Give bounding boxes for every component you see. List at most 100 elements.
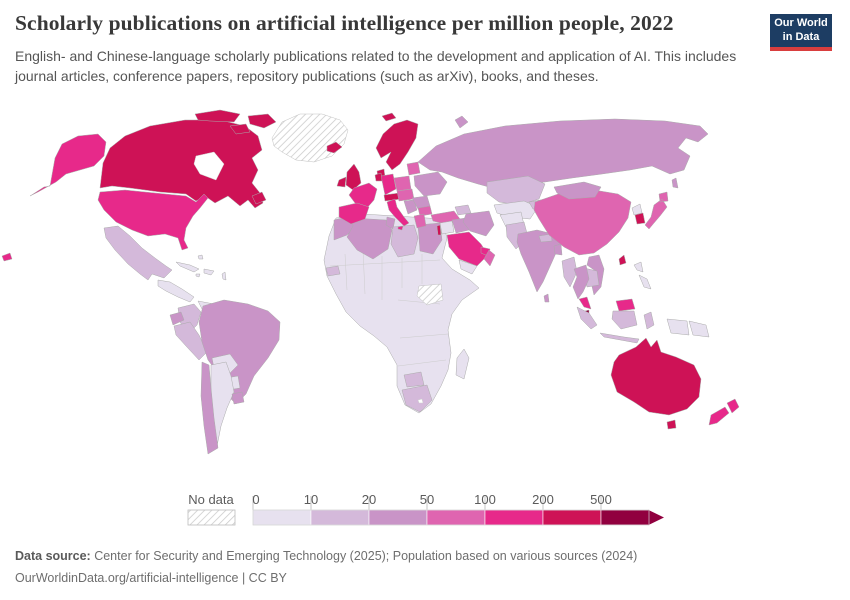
country-iceland[interactable] bbox=[326, 141, 343, 154]
legend-tick-label-10: 10 bbox=[304, 492, 318, 507]
legend-band-20-50[interactable] bbox=[368, 509, 428, 526]
country-saudi-arabia[interactable] bbox=[446, 231, 489, 267]
region-caucasus[interactable] bbox=[454, 204, 472, 216]
region-iberia[interactable] bbox=[338, 202, 370, 225]
country-egypt[interactable] bbox=[417, 222, 443, 255]
region-africa[interactable] bbox=[323, 213, 480, 414]
country-peru[interactable] bbox=[173, 321, 208, 361]
legend-no-data-swatch[interactable] bbox=[187, 509, 236, 526]
region-scandinavia[interactable] bbox=[375, 119, 419, 171]
country-germany[interactable] bbox=[380, 173, 397, 196]
country-canada-arctic-islands[interactable] bbox=[194, 109, 277, 135]
legend-bar-outline bbox=[252, 509, 650, 526]
map-legend: No data 0 10 20 50 100 200 500 bbox=[187, 492, 664, 526]
country-uruguay[interactable] bbox=[231, 391, 245, 405]
owid-logo[interactable]: Our World in Data bbox=[770, 14, 832, 51]
legend-band-10-20[interactable] bbox=[310, 509, 370, 526]
region-baltics[interactable] bbox=[406, 161, 421, 176]
country-taiwan[interactable] bbox=[618, 254, 627, 266]
legend-tick-label-50: 50 bbox=[420, 492, 434, 507]
region-ukraine-belarus[interactable] bbox=[413, 171, 448, 197]
country-russia-islands[interactable] bbox=[454, 115, 679, 189]
country-iran[interactable] bbox=[462, 210, 495, 237]
region-balkans[interactable] bbox=[403, 199, 418, 215]
map-fragment-antimeridian[interactable] bbox=[1, 252, 13, 262]
country-madagascar[interactable] bbox=[455, 348, 470, 380]
country-oman[interactable] bbox=[483, 249, 496, 267]
owid-logo-line1: Our World bbox=[774, 16, 828, 29]
country-south-korea[interactable] bbox=[634, 212, 646, 225]
region-central-europe[interactable] bbox=[396, 188, 415, 202]
country-ireland[interactable] bbox=[336, 176, 347, 188]
country-israel[interactable] bbox=[436, 224, 442, 236]
legend-band-50-100[interactable] bbox=[426, 509, 486, 526]
country-china[interactable] bbox=[533, 189, 632, 256]
country-india[interactable] bbox=[516, 229, 561, 293]
country-bangladesh[interactable] bbox=[553, 243, 563, 256]
country-united-kingdom[interactable] bbox=[345, 163, 362, 191]
country-poland[interactable] bbox=[393, 175, 412, 192]
country-greenland-no-data[interactable] bbox=[271, 113, 349, 163]
country-sri-lanka[interactable] bbox=[543, 293, 550, 303]
data-source-line: Data source: Center for Security and Eme… bbox=[15, 545, 637, 567]
data-source-text: Center for Security and Emerging Technol… bbox=[90, 549, 638, 563]
country-yemen[interactable] bbox=[458, 259, 478, 275]
legend-tick-label-100: 100 bbox=[474, 492, 496, 507]
country-mongolia[interactable] bbox=[553, 181, 602, 200]
data-source-label: Data source: bbox=[15, 549, 91, 563]
world-map bbox=[1, 109, 740, 455]
region-central-america[interactable] bbox=[157, 279, 195, 303]
country-lesotho[interactable] bbox=[417, 398, 424, 404]
legend-band-500-plus[interactable] bbox=[600, 509, 650, 526]
country-libya[interactable] bbox=[390, 224, 419, 258]
owid-logo-line2: in Data bbox=[782, 30, 820, 43]
legend-tick-label-200: 200 bbox=[532, 492, 554, 507]
country-france[interactable] bbox=[348, 182, 378, 209]
page-title: Scholarly publications on artificial int… bbox=[15, 11, 674, 35]
region-syria-jordan[interactable] bbox=[439, 220, 455, 235]
country-tasmania[interactable] bbox=[666, 419, 677, 430]
legend-no-data-label: No data bbox=[188, 492, 234, 507]
region-benelux[interactable] bbox=[374, 172, 383, 182]
country-russia[interactable] bbox=[417, 118, 709, 191]
legend-band-100-200[interactable] bbox=[484, 509, 544, 526]
legend-tick-label-0: 0 bbox=[252, 492, 259, 507]
africa-country-borders bbox=[329, 249, 449, 367]
country-south-sudan-no-data[interactable] bbox=[416, 283, 444, 306]
country-italy[interactable] bbox=[386, 198, 410, 231]
country-ecuador[interactable] bbox=[169, 311, 185, 326]
country-greece[interactable] bbox=[413, 213, 427, 229]
citation-line[interactable]: OurWorldinData.org/artificial-intelligen… bbox=[15, 571, 287, 586]
country-australia[interactable] bbox=[610, 337, 702, 416]
country-myanmar[interactable] bbox=[561, 256, 578, 288]
country-thailand[interactable] bbox=[572, 264, 590, 300]
chart-subtitle: English- and Chinese-language scholarly … bbox=[15, 48, 737, 84]
legend-band-0-10[interactable] bbox=[252, 509, 312, 526]
legend-band-200-500[interactable] bbox=[542, 509, 602, 526]
legend-arrow-cap bbox=[648, 509, 664, 526]
region-new-guinea[interactable] bbox=[666, 318, 710, 338]
chart-footer: Data source: Center for Security and Eme… bbox=[15, 545, 637, 590]
country-north-korea[interactable] bbox=[631, 203, 643, 216]
country-south-africa[interactable] bbox=[401, 384, 433, 413]
country-botswana[interactable] bbox=[403, 371, 425, 388]
country-brazil[interactable] bbox=[198, 299, 281, 405]
country-bulgaria[interactable] bbox=[417, 205, 433, 217]
country-chile[interactable] bbox=[200, 361, 219, 455]
country-philippines[interactable] bbox=[633, 261, 652, 290]
country-usa[interactable] bbox=[97, 189, 209, 251]
country-malaysia-borneo[interactable] bbox=[615, 298, 636, 312]
country-japan[interactable] bbox=[644, 191, 669, 230]
country-cuba[interactable] bbox=[175, 261, 200, 273]
region-caribbean-islands[interactable] bbox=[195, 254, 227, 281]
country-alaska[interactable] bbox=[29, 133, 107, 197]
country-senegal[interactable] bbox=[325, 265, 341, 277]
country-newfoundland[interactable] bbox=[251, 191, 267, 205]
country-mexico[interactable] bbox=[103, 225, 173, 281]
country-malaysia-peninsula[interactable] bbox=[578, 296, 592, 310]
country-new-zealand[interactable] bbox=[708, 398, 740, 426]
country-svalbard[interactable] bbox=[381, 112, 397, 122]
country-nepal[interactable] bbox=[538, 233, 553, 243]
country-indonesia[interactable] bbox=[576, 306, 655, 344]
